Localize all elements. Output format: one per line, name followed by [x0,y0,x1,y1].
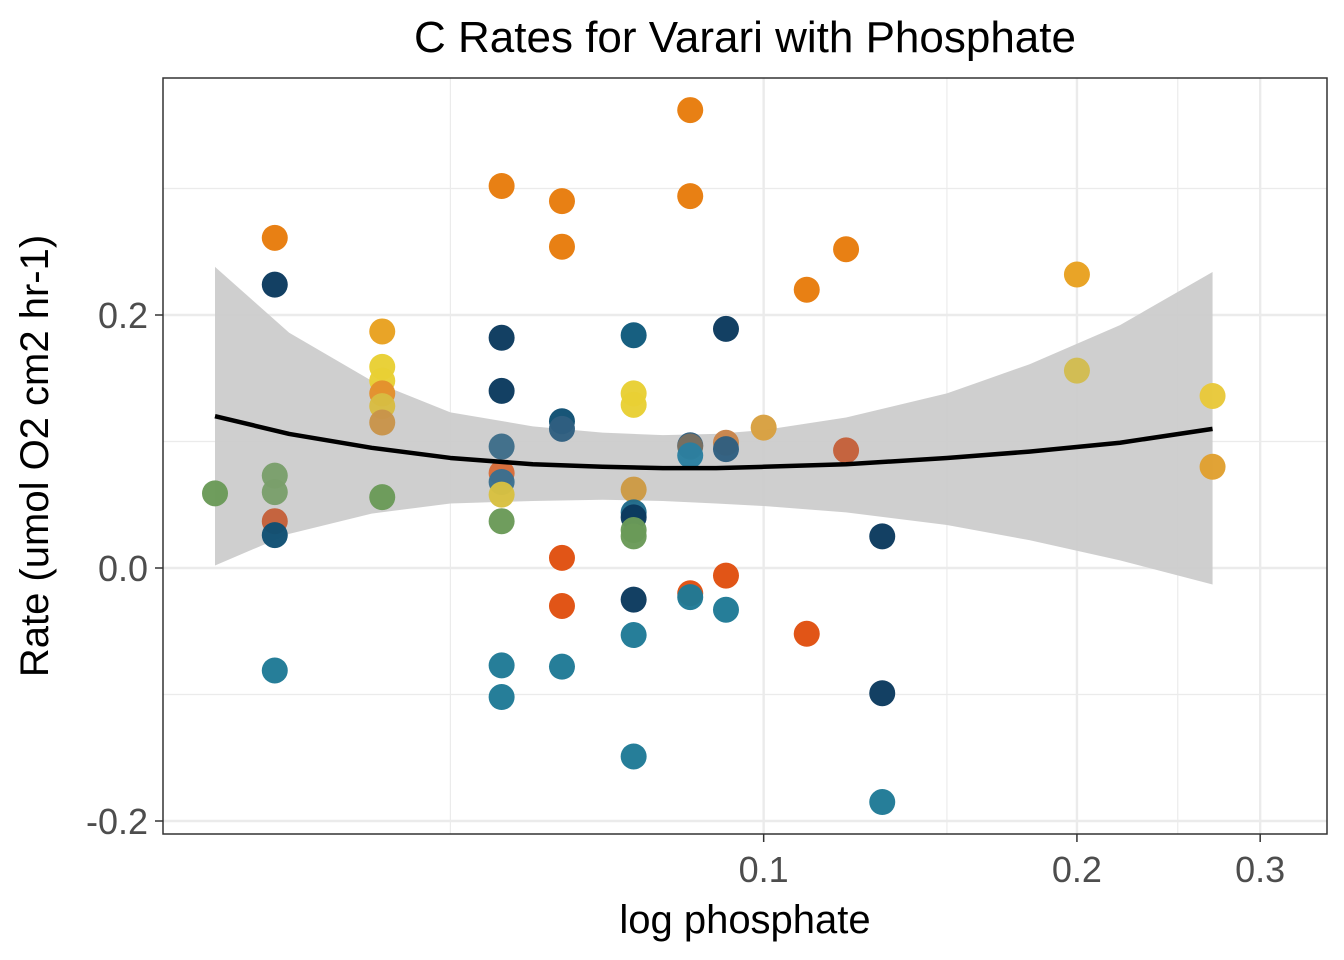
data-point [677,442,704,469]
y-tick-label: 0.0 [98,548,148,589]
data-point [1063,357,1090,384]
data-point [261,522,288,549]
data-point [1199,453,1226,480]
y-tick-label: 0.2 [98,295,148,336]
x-axis-label: log phosphate [619,898,870,942]
x-tick-label: 0.2 [1052,849,1102,890]
data-point [548,188,575,215]
data-point [548,592,575,619]
data-point [620,743,647,770]
data-point [488,377,515,404]
chart-title: C Rates for Varari with Phosphate [414,13,1076,62]
data-point [369,318,396,345]
data-point [488,433,515,460]
y-axis-label: Rate (umol O2 cm2 hr-1) [13,235,57,677]
data-point [677,183,704,210]
y-tick-label: -0.2 [86,801,148,842]
confidence-ribbon [215,266,1213,585]
data-point [261,657,288,684]
x-tick-label: 0.1 [739,849,789,890]
plot-panel [155,77,1328,842]
data-point [712,315,739,342]
data-point [712,436,739,463]
data-point [793,276,820,303]
data-point [620,391,647,418]
data-point [833,437,860,464]
data-point [620,622,647,649]
data-point [869,523,896,550]
data-point [712,596,739,623]
data-point [261,224,288,251]
data-point [488,652,515,679]
fit-line [214,414,1213,471]
data-point [488,684,515,711]
data-point [369,484,396,511]
data-point [1199,382,1226,409]
data-point [548,233,575,260]
data-point [833,236,860,263]
x-tick-labels: 0.1 0.2 0.3 [739,849,1286,890]
data-point [1063,261,1090,288]
data-point [488,481,515,508]
data-point [793,620,820,647]
data-point [750,414,777,441]
data-point [548,544,575,571]
data-point [548,653,575,680]
data-point [261,479,288,506]
data-point [202,480,228,507]
data-point [488,508,515,535]
data-point [712,562,739,589]
y-tick-labels: -0.2 0.0 0.2 [86,295,148,842]
x-tick-label: 0.3 [1235,849,1285,890]
data-point [869,789,896,816]
data-point [620,476,647,503]
data-point [677,97,704,124]
data-point [548,415,575,442]
data-point [488,172,515,199]
data-point [869,680,896,707]
data-point [261,271,288,298]
data-point [369,409,396,436]
data-point [620,322,647,349]
data-point [620,523,647,550]
data-point [620,586,647,613]
panel-border [162,77,1328,835]
data-point [488,324,515,351]
data-point [677,584,704,611]
